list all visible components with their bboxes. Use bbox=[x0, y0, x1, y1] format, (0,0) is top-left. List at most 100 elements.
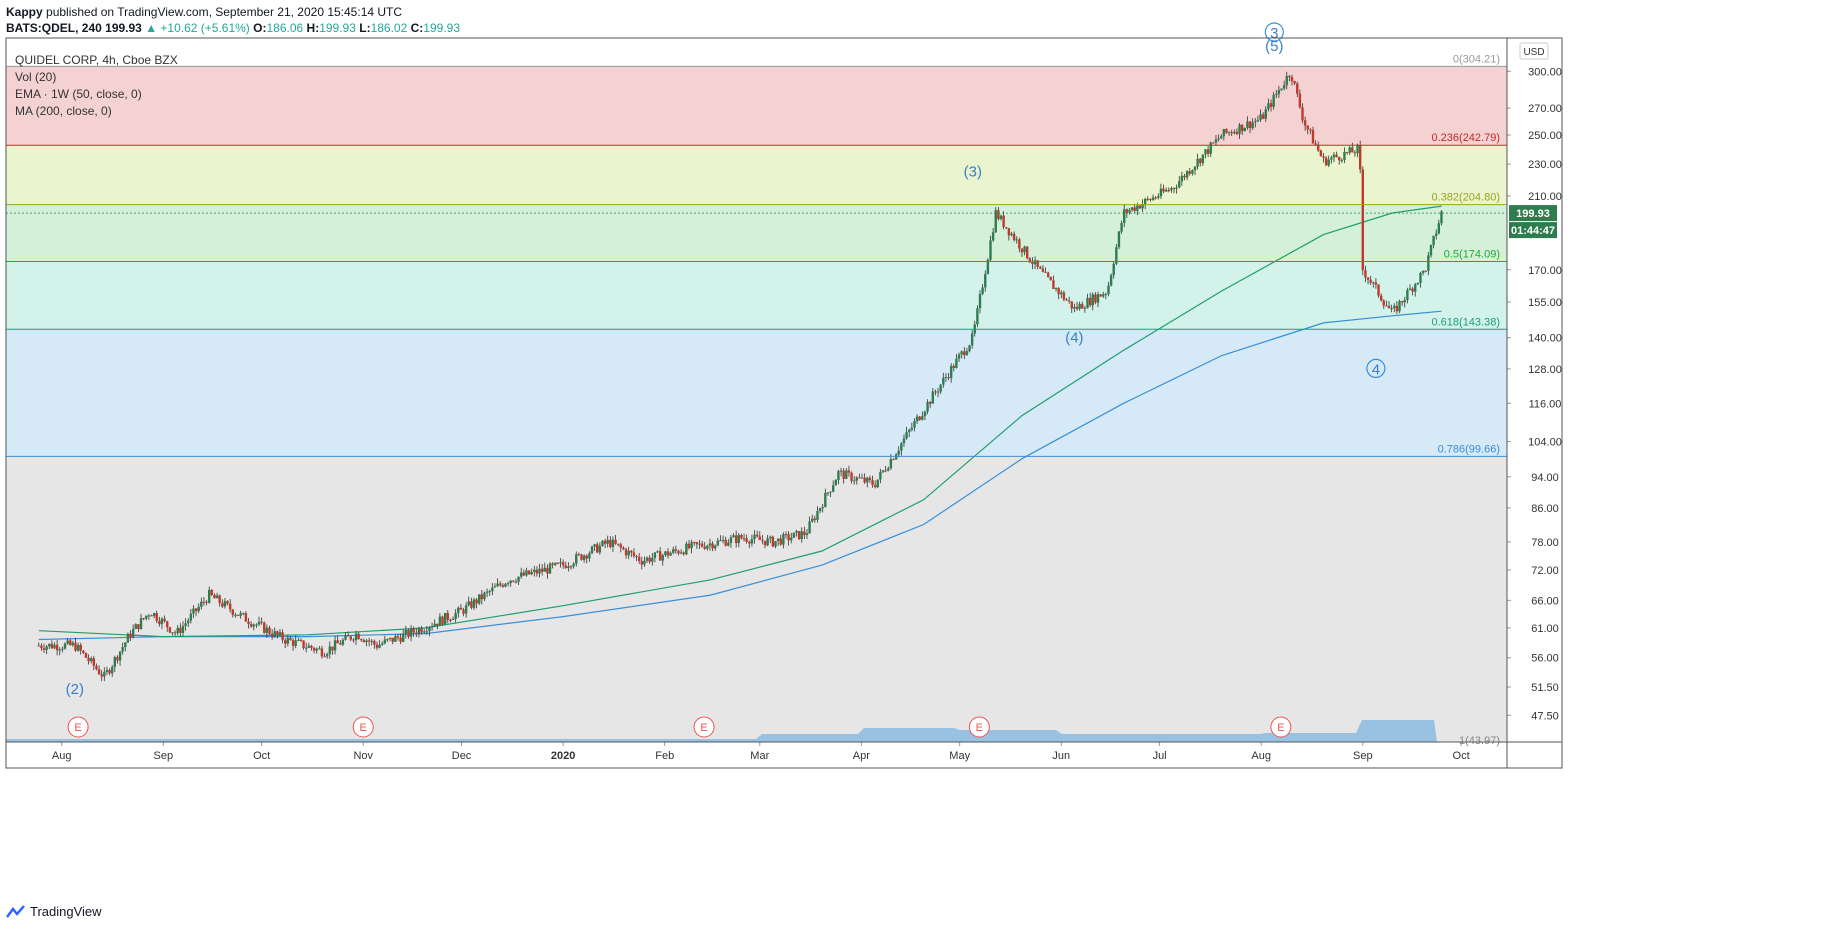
candle-body bbox=[139, 618, 143, 630]
candle-body bbox=[1432, 235, 1435, 246]
candle-body bbox=[407, 629, 410, 637]
candle-body bbox=[902, 438, 906, 444]
earnings-label: E bbox=[700, 722, 707, 734]
candle-body bbox=[928, 401, 932, 404]
candle-body bbox=[1400, 301, 1404, 303]
candle-body bbox=[1280, 88, 1283, 90]
candle-body bbox=[1303, 120, 1307, 126]
candle-body bbox=[249, 624, 253, 627]
candle-body bbox=[674, 549, 678, 551]
candle-body bbox=[1285, 75, 1288, 86]
candle-body bbox=[103, 672, 106, 677]
candle-body bbox=[430, 626, 434, 628]
candle-body bbox=[554, 562, 557, 565]
candle-body bbox=[325, 654, 329, 657]
candle-body bbox=[260, 621, 263, 623]
candle-body bbox=[265, 627, 269, 633]
candle-body bbox=[197, 606, 200, 612]
candle-body bbox=[242, 613, 245, 615]
candle-body bbox=[645, 557, 649, 561]
candle-body bbox=[1028, 258, 1032, 263]
candle-body bbox=[63, 643, 67, 649]
fib-zone bbox=[6, 145, 1507, 205]
candle-body bbox=[905, 431, 908, 439]
candle-body bbox=[976, 308, 979, 325]
candle-body bbox=[1193, 166, 1197, 171]
candle-body bbox=[478, 594, 481, 604]
candle-body bbox=[991, 232, 995, 241]
candle-body bbox=[1005, 227, 1008, 229]
candle-body bbox=[150, 615, 153, 617]
x-axis[interactable]: Aug Sep Oct Nov Dec 2020 Feb Mar Apr May Jun Jul Aug… bbox=[52, 742, 1470, 762]
candle-body bbox=[1031, 262, 1034, 265]
legend-ema[interactable]: EMA · 1W (50, close, 0) bbox=[15, 87, 142, 101]
candle-body bbox=[892, 459, 895, 461]
candle-body bbox=[522, 572, 526, 576]
candle-body bbox=[826, 492, 830, 494]
candle-body bbox=[582, 555, 586, 560]
candle-body bbox=[776, 538, 780, 542]
candle-body bbox=[1217, 138, 1220, 140]
candle-body bbox=[1220, 136, 1223, 139]
fib-levels: 0(304.21) 0.236(242.79) 0.382(204.80) 0.5(1… bbox=[6, 53, 1507, 747]
candle-body bbox=[711, 543, 714, 549]
candle-body bbox=[126, 633, 130, 643]
candle-body bbox=[113, 657, 117, 667]
author[interactable]: Kappy bbox=[6, 5, 43, 19]
candle-body bbox=[1099, 294, 1102, 297]
brand-label: TradingView bbox=[30, 904, 102, 919]
candle-body bbox=[784, 534, 788, 536]
time-badge: 01:44:47 bbox=[1511, 225, 1555, 237]
candle-body bbox=[362, 640, 366, 643]
high-value: 199.93 bbox=[319, 21, 356, 35]
candle-body bbox=[1261, 114, 1265, 119]
candle-body bbox=[908, 429, 911, 432]
candle-body bbox=[847, 470, 851, 473]
candle-body bbox=[1157, 196, 1160, 198]
candle-body bbox=[530, 571, 533, 575]
candle-body bbox=[1151, 197, 1155, 201]
candle-body bbox=[365, 640, 368, 643]
candle-body bbox=[184, 623, 187, 626]
y-axis[interactable]: 300.00 270.00 250.00 230.00 210.00 170.00 155.… bbox=[1507, 42, 1562, 722]
candle-body bbox=[1317, 144, 1320, 151]
candle-body bbox=[134, 624, 137, 629]
candle-body bbox=[1049, 276, 1053, 281]
x-tick-label: Sep bbox=[1353, 750, 1373, 762]
candle-body bbox=[341, 639, 345, 645]
footer-brand[interactable]: TradingView bbox=[6, 904, 102, 919]
candle-body bbox=[1398, 301, 1401, 312]
y-tick-label: 155.00 bbox=[1528, 297, 1562, 309]
volume-area bbox=[6, 720, 1437, 742]
earnings-marker bbox=[1270, 716, 1292, 738]
ma-200-line bbox=[38, 310, 1442, 641]
candle-body bbox=[1054, 288, 1058, 290]
candle-body bbox=[805, 533, 809, 536]
candle-body bbox=[221, 603, 224, 607]
candle-body bbox=[1107, 285, 1110, 295]
candle-body bbox=[792, 532, 796, 538]
candle-body bbox=[1238, 124, 1241, 134]
candle-body bbox=[821, 507, 824, 509]
candle-body bbox=[1209, 142, 1212, 154]
candle-body bbox=[1065, 299, 1068, 301]
candle-body bbox=[1018, 239, 1021, 249]
candle-body bbox=[255, 624, 258, 626]
candle-body bbox=[480, 594, 484, 600]
candle-body bbox=[173, 632, 177, 634]
candle-body bbox=[596, 544, 599, 553]
tradingview-logo-icon bbox=[6, 904, 25, 918]
candle-body bbox=[651, 557, 654, 562]
legend-ma[interactable]: MA (200, close, 0) bbox=[15, 104, 112, 118]
candle-body bbox=[66, 640, 69, 644]
candle-body bbox=[1327, 159, 1330, 166]
legend-vol[interactable]: Vol (20) bbox=[15, 70, 57, 84]
candle-body bbox=[687, 543, 691, 549]
candle-body bbox=[795, 531, 798, 533]
candle-body bbox=[664, 551, 667, 556]
candle-body bbox=[1041, 268, 1045, 272]
candle-body bbox=[661, 555, 664, 561]
candle-body bbox=[45, 646, 48, 650]
candle-body bbox=[1060, 292, 1063, 295]
